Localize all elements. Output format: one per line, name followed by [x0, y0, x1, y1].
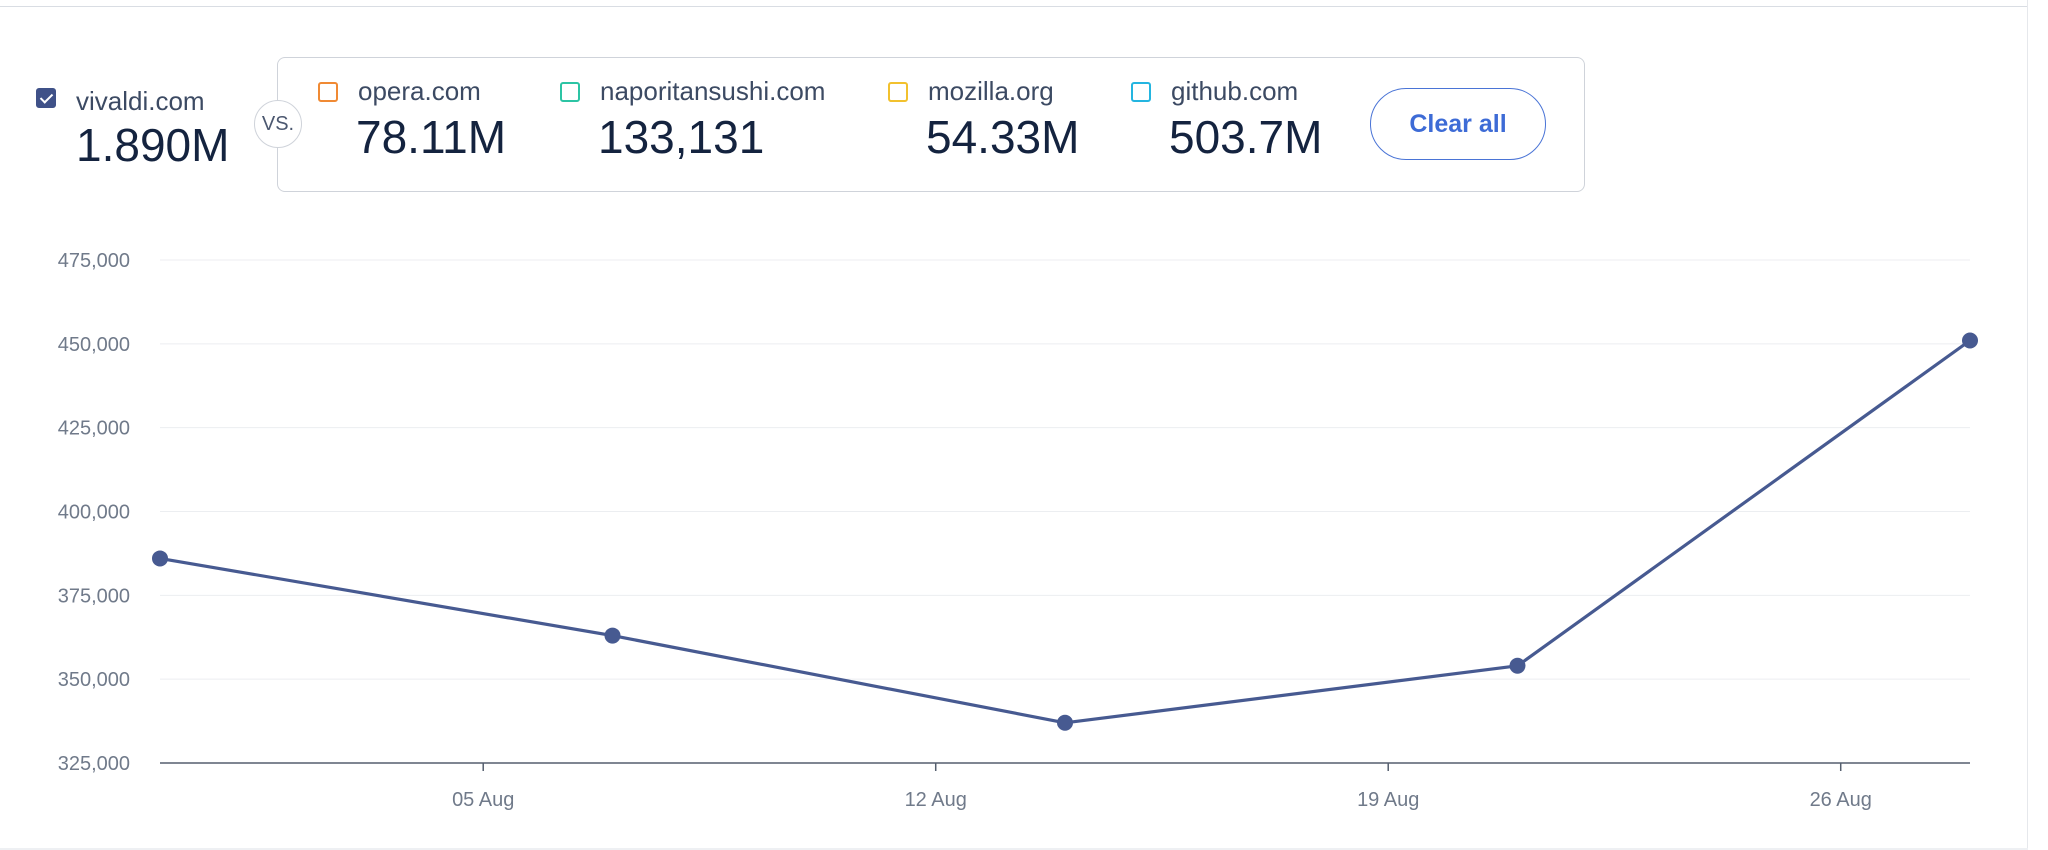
data-point[interactable]	[1509, 657, 1526, 674]
data-point[interactable]	[1057, 714, 1073, 731]
data-point[interactable]	[152, 550, 168, 567]
series-line	[159, 339, 1971, 725]
vs-badge: VS.	[254, 100, 302, 148]
competitor-checkbox[interactable]	[888, 82, 908, 102]
competitor-checkbox[interactable]	[318, 82, 338, 102]
primary-site-value: 1.890M	[76, 119, 230, 171]
competitor-checkbox[interactable]	[560, 82, 580, 102]
y-tick-label: 475,000	[58, 250, 130, 272]
competitor-checkbox[interactable]	[1131, 82, 1151, 102]
y-tick-label: 325,000	[58, 753, 130, 775]
data-point[interactable]	[1962, 332, 1978, 349]
y-tick-label: 400,000	[58, 502, 130, 524]
data-point[interactable]	[604, 627, 621, 644]
x-tick-label: 12 Aug	[905, 789, 967, 811]
competitor-name: naporitansushi.com	[600, 76, 826, 106]
competitors-panel: opera.com 78.11M naporitansushi.com 133,…	[277, 57, 1585, 192]
primary-checkbox[interactable]	[36, 88, 56, 108]
competitor-value: 54.33M	[926, 111, 1080, 163]
x-tick-label: 05 Aug	[452, 789, 514, 811]
competitor-name: opera.com	[358, 76, 481, 106]
competitor-value: 133,131	[598, 111, 765, 163]
competitor-value: 503.7M	[1169, 111, 1323, 163]
primary-site-name: vivaldi.com	[76, 86, 205, 116]
y-tick-label: 450,000	[58, 334, 130, 356]
competitor-name: mozilla.org	[928, 76, 1054, 106]
traffic-line-chart: 475,000 450,000 425,000 400,000 375,000 350,0…	[58, 250, 1978, 811]
competitor-name: github.com	[1171, 76, 1299, 106]
competitor-value: 78.11M	[356, 111, 507, 163]
y-tick-label: 350,000	[58, 669, 130, 691]
primary-site[interactable]: vivaldi.com 1.890M	[36, 86, 229, 171]
bottom-divider	[0, 848, 2028, 850]
right-divider	[2027, 0, 2028, 850]
clear-all-button[interactable]: Clear all	[1370, 88, 1546, 160]
x-tick-label: 19 Aug	[1357, 789, 1419, 811]
y-tick-label: 425,000	[58, 418, 130, 440]
top-divider	[0, 6, 2028, 7]
x-tick-label: 26 Aug	[1810, 789, 1872, 811]
y-tick-label: 375,000	[58, 585, 130, 607]
